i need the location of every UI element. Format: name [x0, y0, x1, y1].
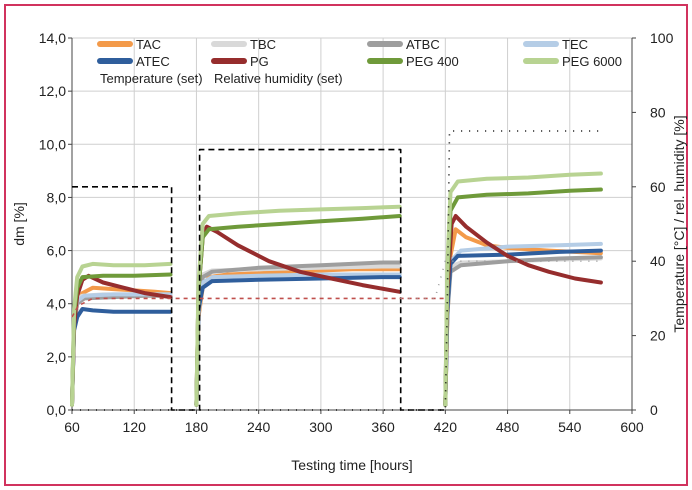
- series-line: [70, 285, 173, 407]
- series-line: [443, 248, 603, 407]
- series-temperature-set-: [72, 148, 446, 411]
- legend-label: PEG 6000: [562, 54, 622, 69]
- legend-label: ATBC: [406, 37, 440, 52]
- series-line: [400, 260, 601, 300]
- y2-tick-label: 100: [650, 30, 674, 46]
- y-tick-label: 8,0: [47, 189, 67, 205]
- x-axis-title: Testing time [hours]: [291, 457, 412, 473]
- legend-label: Temperature (set): [100, 71, 203, 86]
- x-tick-label: 120: [123, 419, 147, 435]
- x-tick-label: 360: [371, 419, 395, 435]
- x-tick-label: 600: [620, 419, 644, 435]
- series-line: [70, 261, 173, 407]
- x-tick-label: 420: [434, 419, 458, 435]
- series-peg-6000: [70, 171, 603, 407]
- y2-tick-label: 60: [650, 179, 666, 195]
- chart-axes: [71, 38, 633, 411]
- series-line: [194, 267, 402, 407]
- y-axis-title: dm [%]: [11, 202, 27, 246]
- tick-labels: 60 120 180 240 300 360 420 480 540 6000,02,04,06,…: [39, 30, 674, 435]
- y-tick-label: 4,0: [47, 296, 67, 312]
- y2-tick-label: 0: [650, 402, 658, 418]
- y2-tick-label: 20: [650, 328, 666, 344]
- x-tick-label: 300: [309, 419, 333, 435]
- series-line: [194, 224, 402, 407]
- legend-label: Relative humidity (set): [214, 71, 343, 86]
- series-line: [443, 187, 603, 407]
- legend-label: PG: [250, 54, 269, 69]
- x-tick-label: 540: [558, 419, 582, 435]
- y-tick-label: 0,0: [47, 402, 67, 418]
- x-tick-label: 240: [247, 419, 271, 435]
- chart-legend: TAC TBC ATBC TEC ATEC PG PEG 400 PEG 6000 Temper…: [97, 37, 622, 86]
- y2-axis-title: Temperature [°C] / rel. humidity [%]: [671, 115, 687, 332]
- series-line: [194, 272, 402, 407]
- y2-tick-label: 40: [650, 253, 666, 269]
- legend-label: TAC: [136, 37, 161, 52]
- series-line: [194, 214, 402, 407]
- y2-tick-label: 80: [650, 104, 666, 120]
- figure-frame: [4, 4, 688, 486]
- y-tick-label: 14,0: [39, 30, 66, 46]
- series-layer: [70, 130, 603, 411]
- series-line: [194, 204, 402, 407]
- chart-grid: [71, 37, 633, 411]
- legend-label: TBC: [250, 37, 276, 52]
- y-tick-label: 12,0: [39, 83, 66, 99]
- legend-label: ATEC: [136, 54, 170, 69]
- y-tick-label: 2,0: [47, 349, 67, 365]
- series-line: [72, 148, 446, 411]
- series-line: [443, 171, 603, 407]
- series-line: [194, 260, 402, 407]
- series-reference-11: [400, 260, 601, 300]
- x-tick-label: 480: [496, 419, 520, 435]
- x-tick-label: 60: [64, 419, 80, 435]
- y-tick-label: 6,0: [47, 243, 67, 259]
- series-line: [443, 241, 603, 407]
- x-tick-label: 180: [185, 419, 209, 435]
- legend-label: TEC: [562, 37, 588, 52]
- series-line: [194, 275, 402, 407]
- legend-label: PEG 400: [406, 54, 459, 69]
- y-tick-label: 10,0: [39, 136, 66, 152]
